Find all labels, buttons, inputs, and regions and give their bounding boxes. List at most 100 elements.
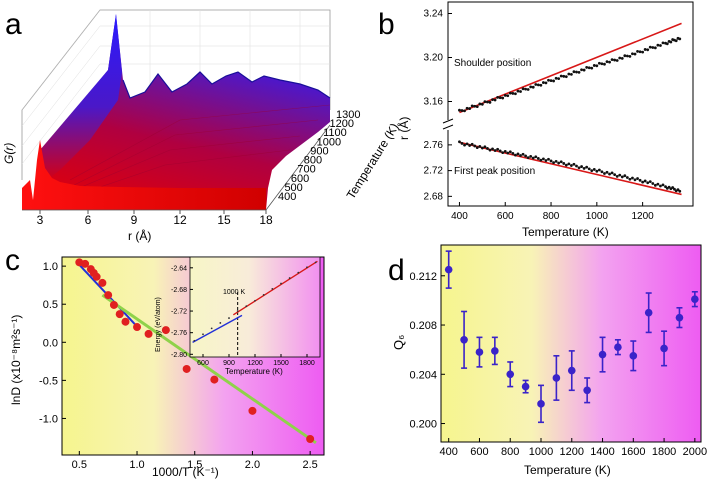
data-point: [478, 102, 482, 106]
inset-point: [262, 293, 265, 296]
y-tick-label: 2.68: [424, 191, 444, 202]
inset-y-tick-label: -2.72: [171, 309, 187, 316]
data-point: [669, 40, 673, 44]
data-point: [644, 308, 653, 317]
data-point: [620, 56, 624, 60]
data-point: [575, 70, 578, 74]
data-point: [615, 59, 619, 62]
data-point: [610, 171, 614, 175]
data-point: [631, 176, 634, 180]
x-axis-label: r (Å): [128, 228, 151, 243]
data-point: [557, 161, 561, 165]
inset-x-tick-label: 1500: [273, 360, 289, 367]
inset-x-label: Temperature (K): [225, 367, 283, 376]
temperature-tick-label: 400: [278, 191, 296, 203]
data-point: [506, 94, 510, 98]
data-point: [661, 183, 665, 187]
inset-x-tick-label: 1800: [299, 360, 315, 367]
y-tick-label: 0.208: [409, 320, 437, 332]
x-tick-label: 600: [470, 446, 488, 458]
x-tick-label: 15: [217, 213, 231, 227]
y-tick-label: 0.204: [409, 369, 437, 381]
data-point: [496, 147, 500, 151]
data-point: [656, 182, 660, 186]
data-point: [592, 168, 596, 171]
data-points: [75, 258, 315, 444]
data-point: [121, 317, 130, 326]
data-point: [613, 173, 617, 177]
data-point: [475, 105, 479, 109]
data-point: [629, 352, 638, 360]
data-point: [580, 165, 583, 168]
energy-inset: 600 900 1200 1500 1800 -2.64 -2.68 -2.72 -2.76 -2…: [155, 256, 321, 376]
inset-annotation: 1000 K: [223, 289, 246, 296]
data-point: [552, 79, 555, 83]
data-point: [503, 94, 507, 97]
x-tick-label: 2.5: [303, 459, 318, 471]
data-point: [463, 143, 466, 147]
temperature-tick-label: 1200: [330, 118, 354, 130]
data-point: [460, 109, 464, 112]
data-point: [665, 42, 669, 46]
data-point: [514, 92, 517, 96]
data-point: [531, 156, 535, 160]
data-point: [660, 344, 668, 353]
data-point: [633, 52, 637, 56]
inset-point: [228, 317, 230, 319]
inset-point: [219, 322, 222, 324]
x-tick-label: 400: [440, 446, 458, 458]
data-point: [488, 100, 492, 104]
data-point: [659, 184, 662, 188]
data-point: [590, 169, 594, 173]
data-point: [595, 169, 599, 173]
data-point: [491, 347, 499, 355]
x-tick-label: 3: [37, 213, 44, 227]
panel-b-peak-positions: 400 600 800 1000 1200 3.16 3.20 3.24 2.68 2.72 2.7…: [396, 1, 694, 239]
data-point: [473, 104, 477, 108]
data-point: [478, 144, 482, 148]
data-point: [653, 46, 657, 50]
x-tick-label: 1200: [632, 211, 655, 222]
inset-x-tick-label: 600: [197, 360, 209, 367]
y-axis-label: G(r): [2, 143, 16, 164]
data-point: [98, 278, 107, 287]
data-point: [475, 146, 479, 150]
fit-line: [101, 293, 317, 445]
data-point: [625, 176, 629, 179]
data-point: [506, 151, 510, 155]
data-point: [483, 145, 487, 149]
data-point: [610, 58, 614, 61]
data-point: [552, 374, 561, 382]
data-point: [508, 150, 512, 154]
data-point: [628, 177, 632, 181]
data-point: [470, 104, 474, 108]
y-tick-label: 0.0: [43, 337, 58, 349]
data-point: [605, 60, 609, 64]
data-points: [458, 36, 682, 193]
data-point: [491, 98, 494, 102]
data-point: [575, 164, 578, 168]
y-tick-label: 0.212: [409, 271, 437, 283]
data-point: [519, 154, 522, 157]
x-tick-label: 800: [543, 211, 560, 222]
data-point: [498, 96, 502, 100]
inset-point: [271, 287, 274, 290]
data-point: [547, 157, 550, 161]
data-point: [458, 108, 461, 112]
data-point: [678, 189, 682, 193]
panel-letter-d: d: [388, 254, 405, 287]
data-point: [109, 300, 118, 309]
data-point: [628, 54, 632, 58]
inset-x-tick-label: 1200: [247, 360, 263, 367]
data-point: [562, 162, 566, 165]
x-tick-label: 1000: [586, 211, 609, 222]
x-axis-label: Temperature (K): [522, 225, 609, 239]
data-point: [144, 329, 153, 338]
inset-y-tick-label: -2.80: [171, 352, 187, 359]
inset-point: [245, 305, 248, 308]
x-axis-label: Temperature (K): [524, 463, 611, 477]
y-tick-label: 2.72: [424, 166, 444, 177]
data-point: [552, 161, 555, 165]
data-point: [524, 154, 527, 158]
